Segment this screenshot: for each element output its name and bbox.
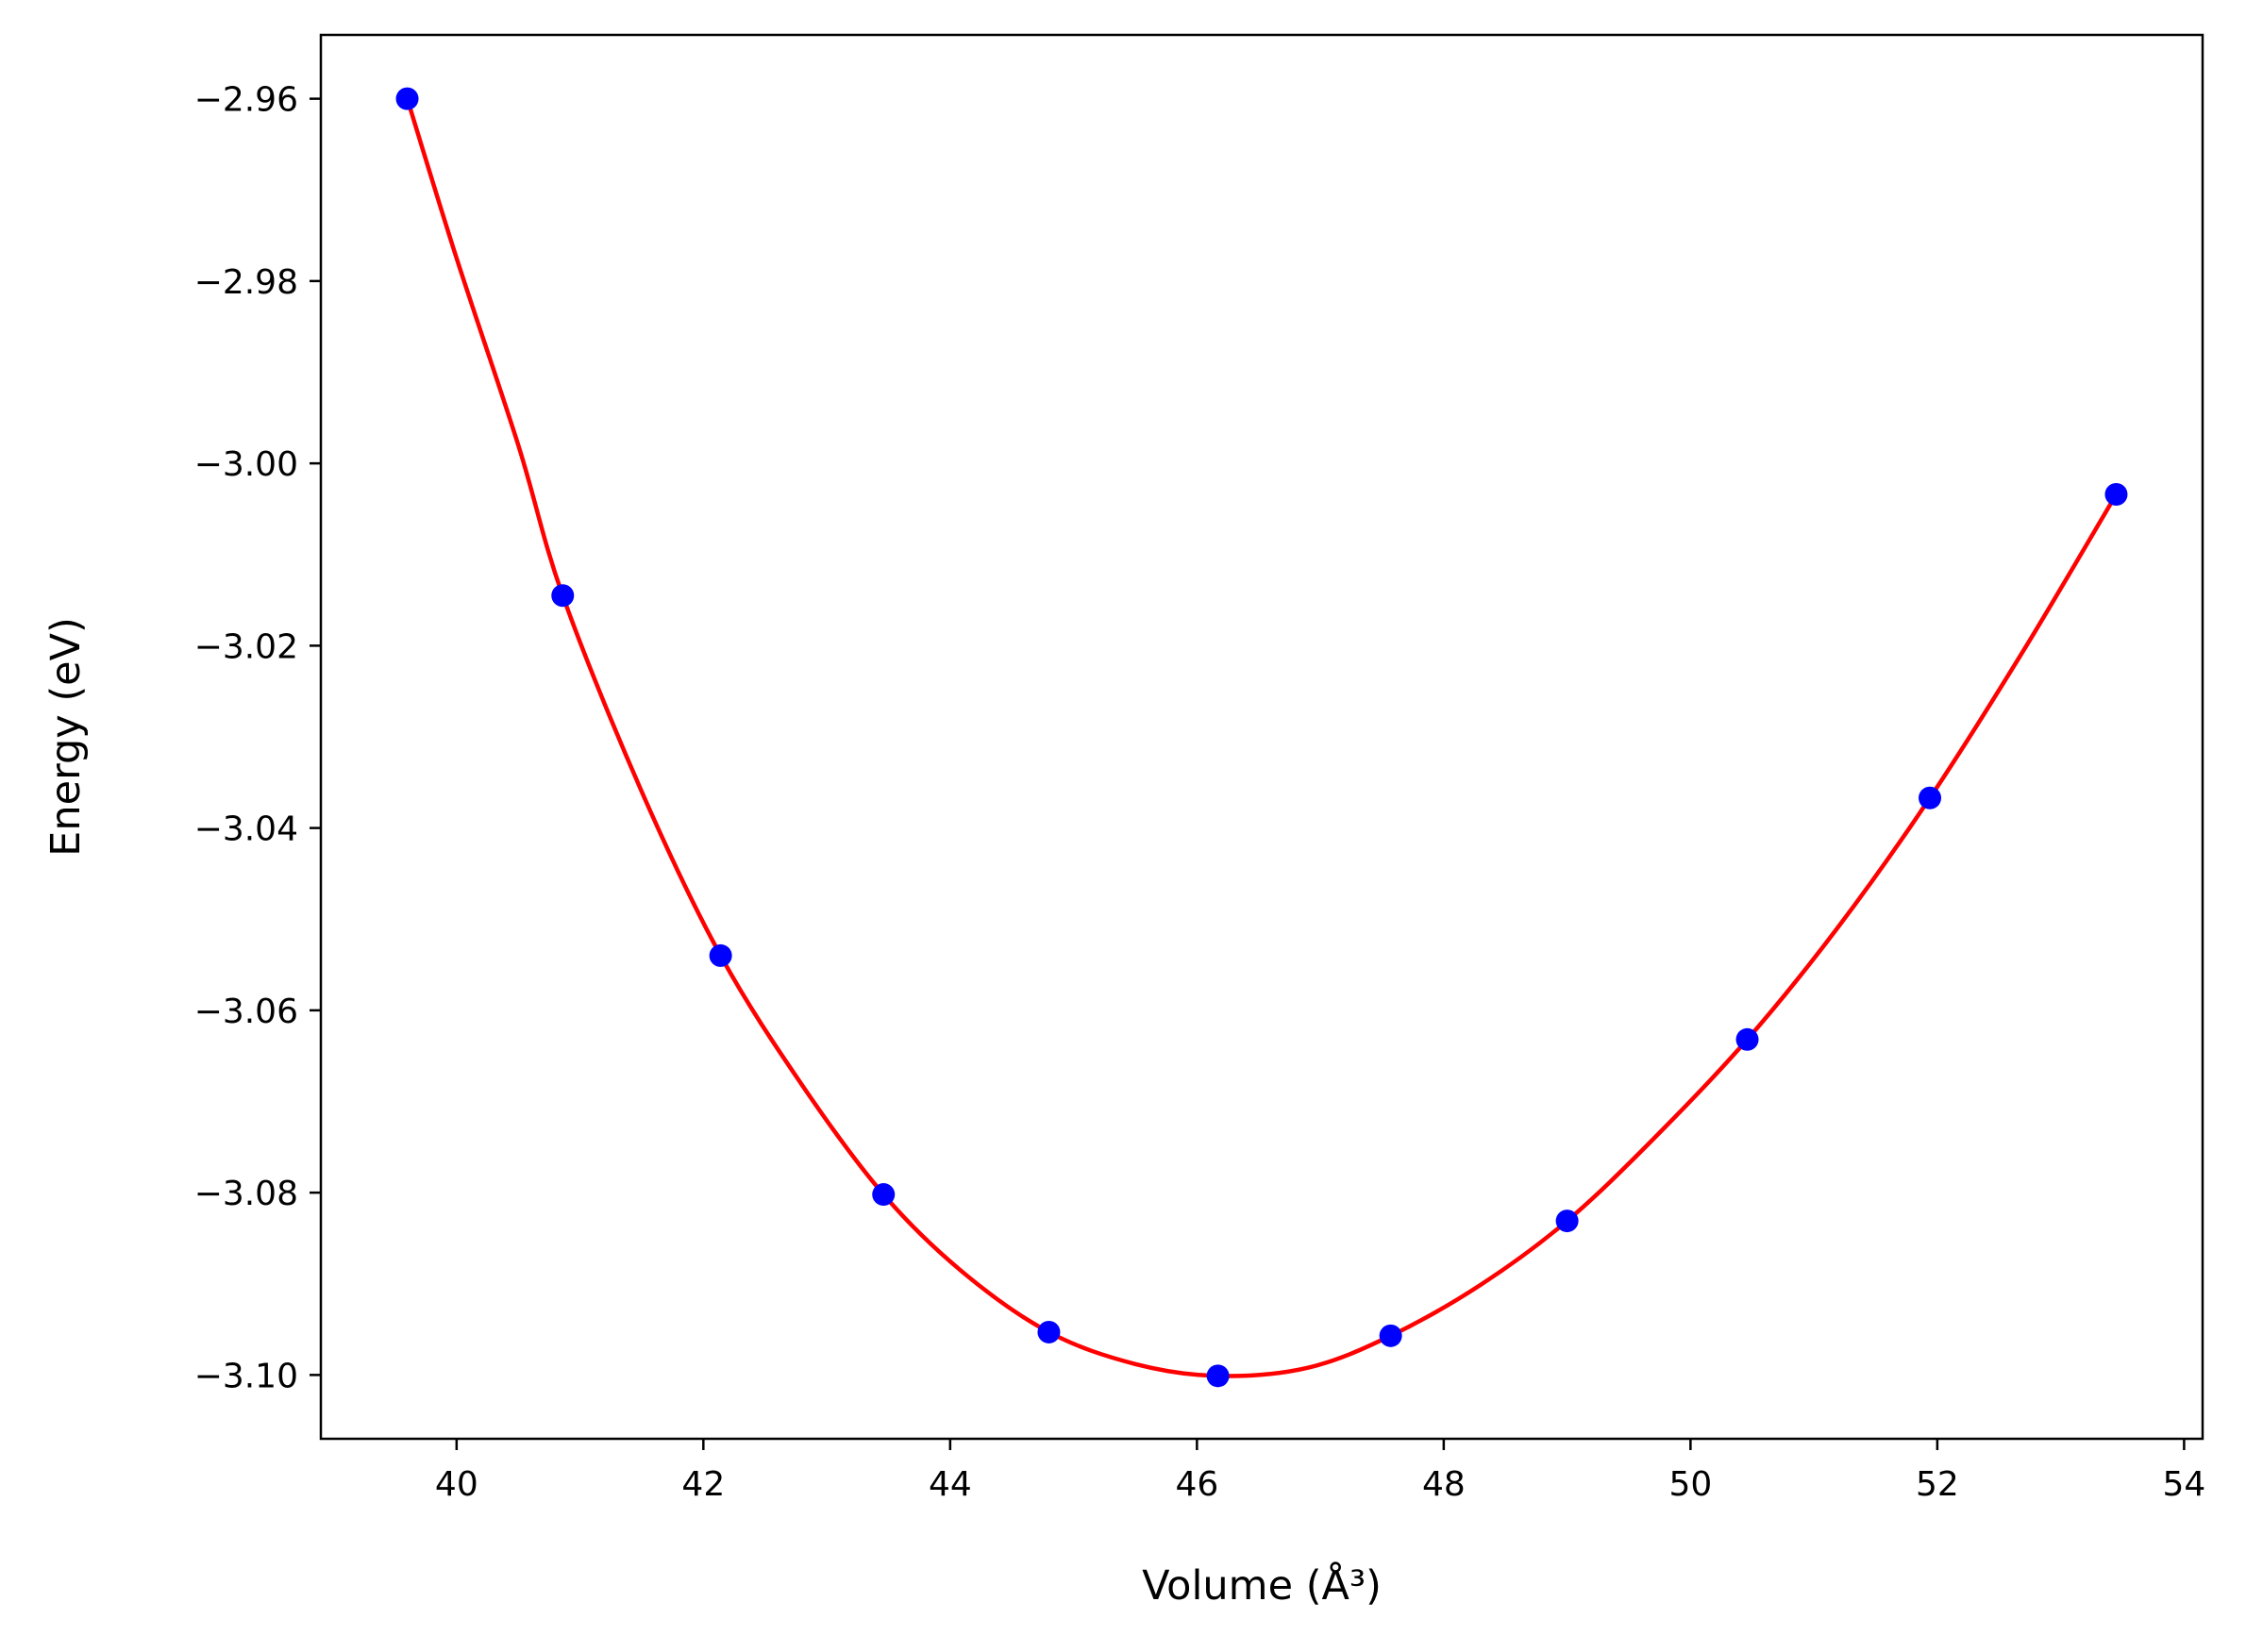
x-tick-label: 46 — [1175, 1465, 1218, 1504]
data-point — [1379, 1324, 1402, 1347]
y-tick-label: −2.98 — [194, 263, 298, 302]
y-tick-label: −2.96 — [194, 81, 298, 120]
data-point — [395, 87, 419, 110]
data-point — [1555, 1210, 1579, 1233]
y-axis-ticks: −2.96 −2.98 −3.00 −3.02 −3.04 −3.06 −3.08 −3.10 — [194, 81, 321, 1395]
y-tick-label: −3.06 — [194, 993, 298, 1031]
x-tick-label: 50 — [1668, 1465, 1712, 1504]
x-tick-label: 48 — [1422, 1465, 1466, 1504]
x-tick-label: 54 — [2162, 1465, 2205, 1504]
y-tick-label: −3.10 — [194, 1357, 298, 1395]
x-tick-label: 44 — [929, 1465, 972, 1504]
y-tick-label: −3.04 — [194, 810, 298, 849]
y-tick-label: −3.08 — [194, 1175, 298, 1213]
x-tick-label: 42 — [681, 1465, 725, 1504]
data-point — [1206, 1364, 1230, 1388]
data-point — [551, 584, 575, 608]
data-point — [2104, 482, 2128, 506]
data-point — [1735, 1027, 1759, 1051]
x-tick-label: 52 — [1916, 1465, 1959, 1504]
y-tick-label: −3.00 — [194, 445, 298, 484]
y-axis-label: Energy (eV) — [42, 617, 90, 857]
plot-layer — [395, 87, 2128, 1388]
fit-curve-line — [405, 96, 2119, 1378]
data-point — [872, 1183, 896, 1207]
x-axis-label: Volume (Å³) — [1142, 1561, 1382, 1610]
y-tick-label: −3.02 — [194, 627, 298, 666]
x-tick-label: 40 — [435, 1465, 478, 1504]
plot-frame — [319, 33, 2204, 1441]
data-point — [1037, 1320, 1061, 1343]
data-point — [1919, 786, 1942, 809]
data-point — [709, 943, 732, 967]
x-axis-ticks: 40 42 44 46 48 50 52 54 — [435, 1439, 2205, 1504]
